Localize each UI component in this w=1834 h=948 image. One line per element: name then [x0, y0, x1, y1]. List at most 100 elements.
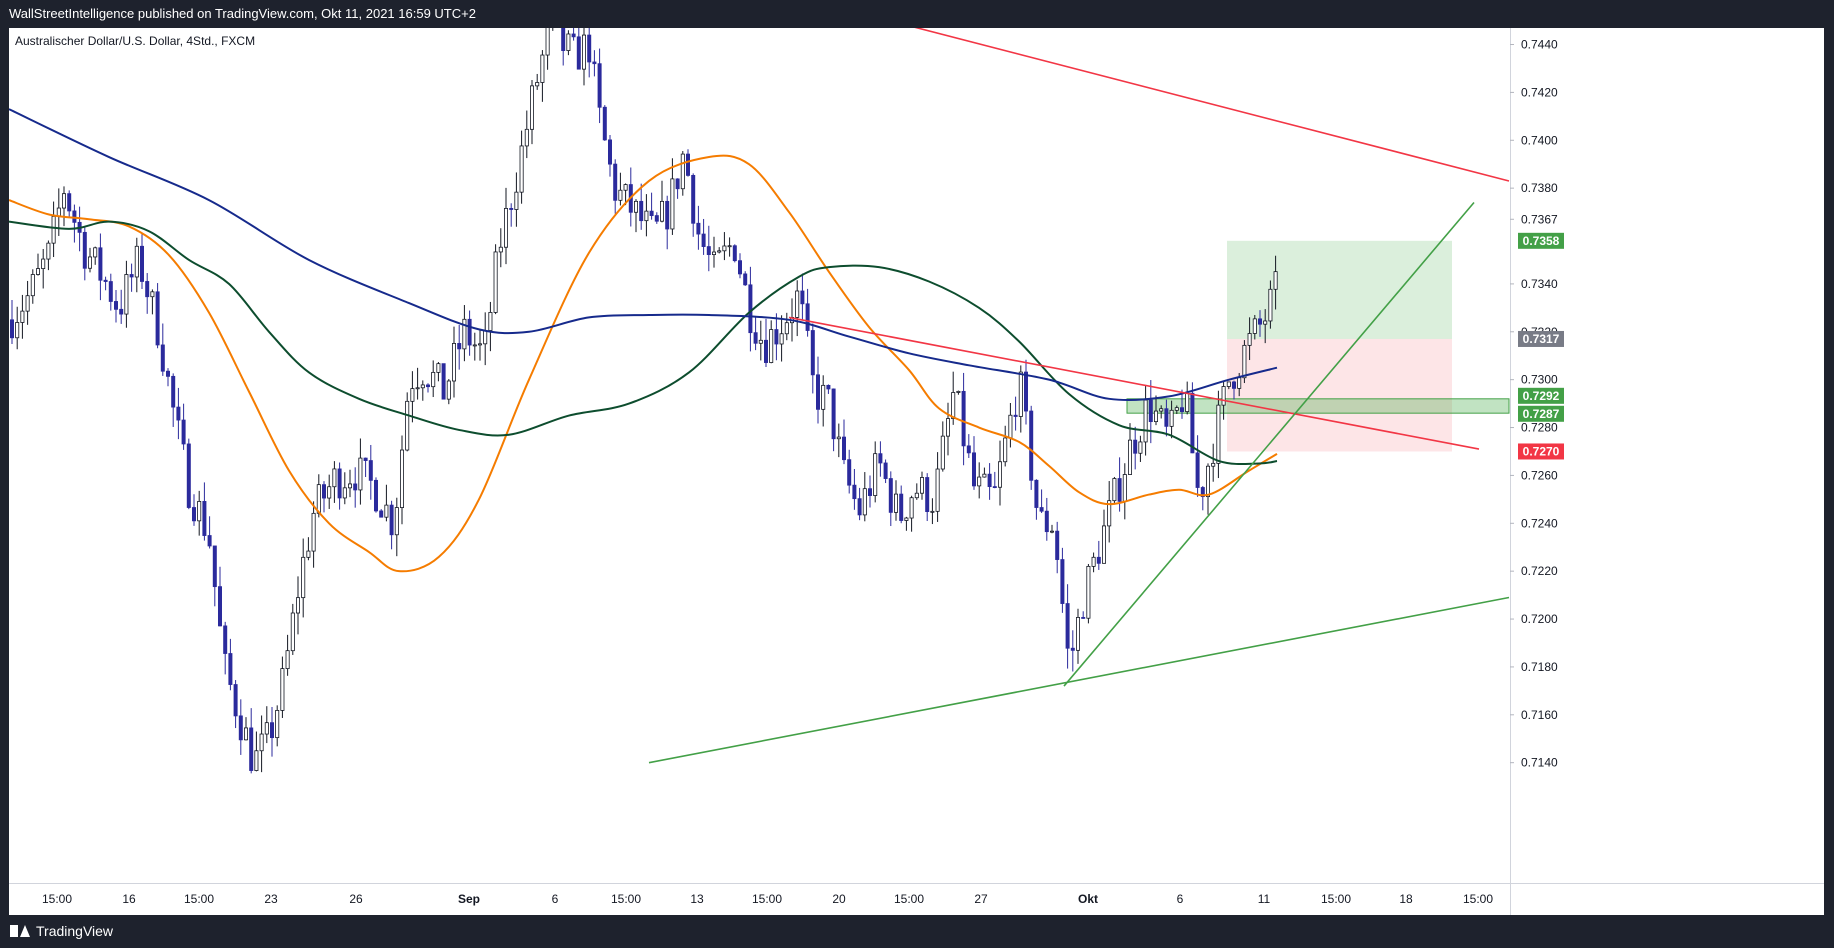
candle[interactable]	[41, 258, 46, 270]
candle[interactable]	[472, 344, 477, 347]
candle[interactable]	[347, 483, 352, 489]
candle[interactable]	[249, 727, 254, 771]
candle[interactable]	[1263, 320, 1268, 325]
candle[interactable]	[966, 445, 971, 454]
candle[interactable]	[561, 28, 566, 51]
candle[interactable]	[353, 483, 358, 491]
candle[interactable]	[514, 191, 519, 210]
candle[interactable]	[1013, 414, 1018, 417]
candle[interactable]	[540, 54, 545, 83]
stop-zone[interactable]	[1227, 338, 1452, 452]
candle[interactable]	[920, 477, 925, 494]
candle[interactable]	[51, 215, 56, 244]
candle[interactable]	[1226, 381, 1231, 387]
price-chart[interactable]: 0.7440 0.7420 0.7400 0.7380 0.7367 0.7340 0.73…	[9, 28, 1824, 915]
candle[interactable]	[436, 363, 441, 373]
candle[interactable]	[946, 418, 951, 437]
candle[interactable]	[1216, 404, 1221, 464]
candle[interactable]	[1096, 556, 1101, 564]
candle[interactable]	[1273, 271, 1278, 290]
candle[interactable]	[1060, 559, 1065, 604]
candle[interactable]	[114, 301, 119, 310]
candle[interactable]	[722, 245, 727, 252]
candle[interactable]	[119, 308, 124, 315]
candle[interactable]	[493, 251, 498, 313]
candle[interactable]	[732, 245, 737, 262]
candle[interactable]	[103, 279, 108, 282]
candle[interactable]	[894, 493, 899, 513]
candle[interactable]	[582, 34, 587, 70]
candle[interactable]	[295, 597, 300, 614]
candle[interactable]	[129, 274, 134, 278]
candle[interactable]	[1164, 408, 1169, 427]
zone-price-badge[interactable]	[1518, 405, 1564, 422]
candle[interactable]	[660, 200, 665, 222]
candle[interactable]	[1180, 407, 1185, 413]
candle[interactable]	[701, 233, 706, 247]
candle[interactable]	[1024, 371, 1029, 412]
candle[interactable]	[524, 128, 529, 147]
candle[interactable]	[784, 322, 789, 335]
candle[interactable]	[316, 484, 321, 514]
candle[interactable]	[805, 303, 810, 331]
candle[interactable]	[982, 473, 987, 478]
candle[interactable]	[613, 163, 618, 201]
candle[interactable]	[826, 384, 831, 390]
candle[interactable]	[800, 290, 805, 305]
candle[interactable]	[769, 329, 774, 363]
candle[interactable]	[592, 61, 597, 65]
candle[interactable]	[9, 319, 15, 339]
candle[interactable]	[925, 477, 930, 512]
candle[interactable]	[1148, 399, 1153, 423]
candles[interactable]	[9, 28, 1278, 774]
candle[interactable]	[1190, 392, 1195, 454]
candle[interactable]	[956, 390, 961, 393]
candle[interactable]	[15, 322, 20, 339]
candle[interactable]	[1081, 617, 1086, 619]
candle[interactable]	[883, 462, 888, 479]
candle[interactable]	[145, 281, 150, 298]
candle[interactable]	[394, 507, 399, 536]
candle[interactable]	[810, 330, 815, 376]
candle[interactable]	[566, 33, 571, 51]
candle[interactable]	[108, 281, 113, 302]
candle[interactable]	[342, 487, 347, 499]
candle[interactable]	[1242, 344, 1247, 379]
candle[interactable]	[467, 318, 472, 346]
candle[interactable]	[280, 668, 285, 711]
candle[interactable]	[171, 375, 176, 408]
candle[interactable]	[1076, 617, 1081, 651]
candle[interactable]	[1018, 371, 1023, 417]
candle[interactable]	[888, 478, 893, 513]
plot-area[interactable]	[9, 28, 1510, 774]
candle[interactable]	[160, 344, 165, 372]
candle[interactable]	[571, 33, 576, 38]
candle[interactable]	[961, 390, 966, 447]
candle[interactable]	[1112, 478, 1117, 502]
candle[interactable]	[1091, 556, 1096, 567]
candle[interactable]	[712, 251, 717, 256]
candle[interactable]	[358, 457, 363, 491]
candle[interactable]	[212, 545, 217, 588]
candle[interactable]	[680, 153, 685, 190]
candle[interactable]	[441, 363, 446, 400]
candle[interactable]	[134, 245, 139, 278]
candle[interactable]	[503, 208, 508, 248]
candle[interactable]	[181, 419, 186, 445]
candle[interactable]	[862, 488, 867, 516]
candle[interactable]	[1044, 510, 1049, 533]
candle[interactable]	[675, 178, 680, 190]
candle[interactable]	[1154, 410, 1159, 423]
candle[interactable]	[285, 650, 290, 670]
candle[interactable]	[1237, 377, 1242, 389]
candle[interactable]	[1211, 462, 1216, 467]
candle[interactable]	[530, 85, 535, 130]
candle[interactable]	[1252, 318, 1257, 334]
candle[interactable]	[425, 384, 430, 388]
candle[interactable]	[259, 733, 264, 752]
candle[interactable]	[217, 586, 222, 627]
candle[interactable]	[1221, 386, 1226, 406]
candle[interactable]	[634, 200, 639, 213]
candle[interactable]	[72, 210, 77, 223]
candle[interactable]	[795, 290, 800, 318]
